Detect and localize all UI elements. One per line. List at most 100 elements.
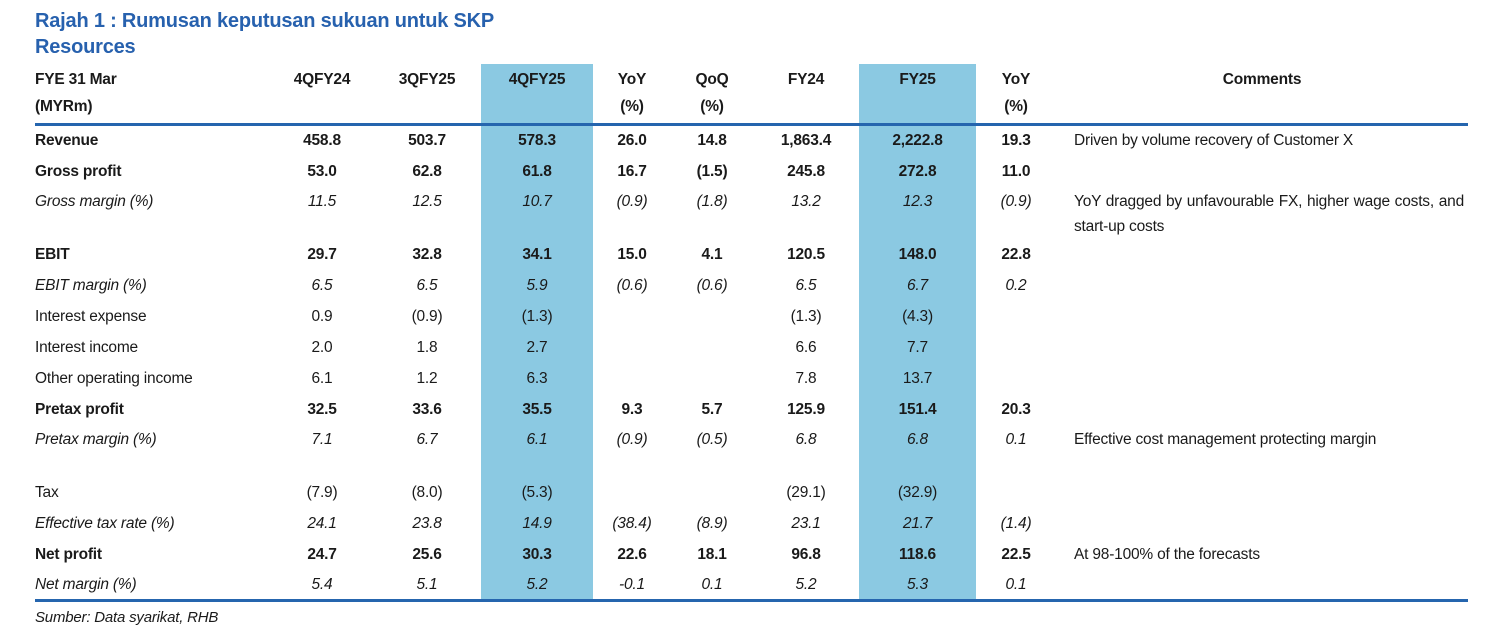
header-qoq: QoQ (%) [671, 64, 753, 126]
header-fye-line2: (MYRm) [35, 98, 93, 115]
value-cell: (8.0) [411, 483, 443, 501]
value-cell: (0.6) [616, 276, 648, 294]
value-cell: 24.1 [307, 514, 337, 532]
header-label: FY24 [787, 71, 825, 88]
header-label: YoY [617, 71, 647, 88]
row-label: Pretax margin (%) [35, 430, 157, 448]
value-cell: (7.9) [306, 483, 338, 501]
value-cell: (1.3) [790, 307, 822, 325]
table-row: Other operating income 6.1 1.2 6.3 7.8 13.7 [35, 362, 1468, 394]
header-4qfy24: 4QFY24 [271, 64, 373, 126]
value-cell: (1.8) [696, 192, 728, 210]
value-cell: 245.8 [787, 162, 825, 180]
value-cell: 6.5 [795, 276, 817, 294]
value-cell: 22.6 [617, 545, 647, 563]
header-label: YoY [1001, 71, 1031, 88]
value-cell: (1.4) [1000, 514, 1032, 532]
value-cell: 120.5 [787, 245, 825, 263]
value-cell: 458.8 [303, 132, 341, 150]
figure-title: Rajah 1 : Rumusan keputusan sukuan untuk… [35, 10, 494, 58]
results-table: FYE 31 Mar (MYRm) 4QFY24 3QFY25 4QFY25 Y… [35, 64, 1468, 602]
row-label: Net margin (%) [35, 569, 271, 602]
value-cell: 35.5 [481, 393, 593, 425]
header-4qfy25-highlighted: 4QFY25 [481, 64, 593, 126]
row-label: EBIT margin (%) [35, 276, 147, 294]
row-label: Effective tax rate (%) [35, 514, 175, 532]
value-cell: 21.7 [859, 507, 976, 539]
header-sub [1056, 94, 1468, 119]
header-yoy-quarterly: YoY (%) [593, 64, 671, 126]
value-cell: 2.7 [481, 331, 593, 363]
value-cell: 5.1 [373, 569, 481, 602]
value-cell: (0.6) [696, 276, 728, 294]
header-row: FYE 31 Mar (MYRm) 4QFY24 3QFY25 4QFY25 Y… [35, 64, 1468, 126]
comment-cell [1056, 270, 1468, 301]
value-cell: 20.3 [1001, 400, 1031, 418]
value-cell: 0.1 [671, 569, 753, 602]
table-row: Interest income 2.0 1.8 2.7 6.6 7.7 [35, 331, 1468, 363]
value-cell [671, 477, 753, 508]
value-cell: 24.7 [307, 545, 337, 563]
table-body: Revenue 458.8 503.7 578.3 26.0 14.8 1,863.4 2,2… [35, 124, 1468, 602]
value-cell: (0.9) [1000, 192, 1032, 210]
comment-cell [1056, 569, 1468, 602]
value-cell: 23.8 [412, 514, 442, 532]
header-sub: (%) [1004, 98, 1028, 115]
row-label: Gross margin (%) [35, 192, 154, 210]
value-cell: (32.9) [859, 476, 976, 508]
value-cell: 151.4 [859, 393, 976, 425]
value-cell: 61.8 [481, 155, 593, 187]
value-cell: 5.7 [701, 400, 723, 418]
value-cell: 6.5 [416, 276, 438, 294]
comment-cell [1056, 156, 1468, 187]
value-cell: 118.6 [859, 538, 976, 570]
value-cell: 272.8 [859, 155, 976, 187]
value-cell: 5.4 [271, 569, 373, 602]
value-cell: -0.1 [593, 569, 671, 602]
value-cell [671, 332, 753, 363]
value-cell: 14.8 [697, 132, 727, 150]
value-cell: 12.3 [859, 186, 976, 239]
header-label: QoQ [695, 71, 729, 88]
value-cell: (0.9) [411, 307, 443, 325]
value-cell: 125.9 [787, 400, 825, 418]
value-cell: 32.5 [307, 400, 337, 418]
table-row: Gross profit 53.0 62.8 61.8 16.7 (1.5) 245.8 27… [35, 155, 1468, 187]
value-cell: 22.5 [1001, 545, 1031, 563]
source-note: Sumber: Data syarikat, RHB [35, 609, 219, 626]
value-cell: 33.6 [412, 400, 442, 418]
header-sub [859, 94, 976, 119]
header-sub: (%) [700, 98, 724, 115]
value-cell: (0.9) [616, 430, 648, 448]
header-label: 4QFY24 [293, 71, 351, 88]
value-cell: 11.0 [1001, 162, 1031, 180]
value-cell [593, 477, 671, 508]
value-cell: 15.0 [617, 245, 647, 263]
value-cell [976, 363, 1056, 394]
value-cell: 2.0 [311, 338, 333, 356]
value-cell: 1.8 [416, 338, 438, 356]
row-label: Other operating income [35, 369, 193, 387]
table-row: Interest expense 0.9 (0.9) (1.3) (1.3) (4.3) [35, 300, 1468, 332]
value-cell [593, 301, 671, 332]
value-cell: 503.7 [408, 132, 446, 150]
value-cell: (29.1) [786, 483, 826, 501]
value-cell [976, 477, 1056, 508]
value-cell [976, 332, 1056, 363]
table-header: FYE 31 Mar (MYRm) 4QFY24 3QFY25 4QFY25 Y… [35, 64, 1468, 126]
value-cell: 13.7 [859, 362, 976, 394]
row-label: Revenue [35, 132, 99, 150]
value-cell: (0.9) [616, 192, 648, 210]
value-cell: 148.0 [859, 238, 976, 270]
table-row: Net profit 24.7 25.6 30.3 22.6 18.1 96.8 118.6 2… [35, 538, 1468, 570]
value-cell [671, 363, 753, 394]
row-label: Interest income [35, 338, 138, 356]
value-cell: 32.8 [412, 245, 442, 263]
value-cell: 6.1 [311, 369, 333, 387]
header-3qfy25: 3QFY25 [373, 64, 481, 126]
header-fy25-highlighted: FY25 [859, 64, 976, 126]
value-cell: 18.1 [697, 545, 727, 563]
value-cell: (0.5) [696, 430, 728, 448]
value-cell: 25.6 [412, 545, 442, 563]
value-cell: 30.3 [481, 538, 593, 570]
